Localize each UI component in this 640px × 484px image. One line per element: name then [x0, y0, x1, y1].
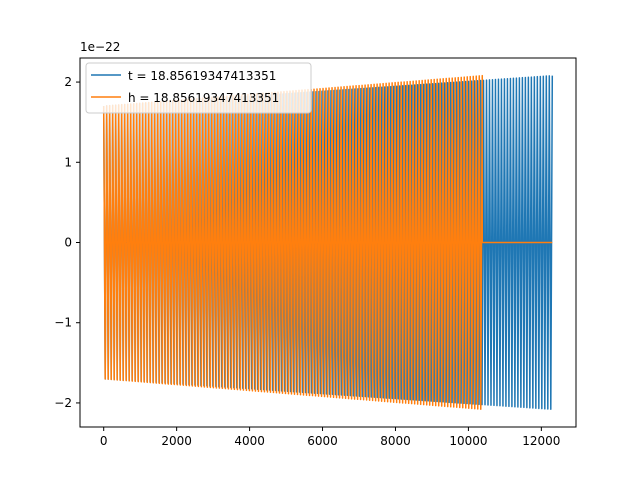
- y-tick-label: −2: [54, 396, 72, 410]
- legend-box: [85, 62, 312, 114]
- legend: t = 18.85619347413351 h = 18.85619347413…: [85, 62, 312, 114]
- y-tick-label: −1: [54, 316, 72, 330]
- x-tick-label: 2000: [161, 434, 192, 448]
- x-tick-label: 0: [100, 434, 108, 448]
- x-tick-label: 6000: [307, 434, 338, 448]
- legend-label-h: h = 18.85619347413351: [128, 91, 279, 105]
- y-tick-label: 2: [64, 75, 72, 89]
- y-axis-scale-label: 1e−22: [80, 40, 120, 54]
- x-axis-ticks: 0 2000 4000 6000 8000 10000 12000: [100, 427, 560, 448]
- y-axis-ticks: −2 −1 0 1 2: [54, 75, 80, 410]
- x-tick-label: 10000: [449, 434, 487, 448]
- x-tick-label: 4000: [234, 434, 265, 448]
- legend-label-t: t = 18.85619347413351: [128, 69, 276, 83]
- y-tick-label: 0: [64, 236, 72, 250]
- y-tick-label: 1: [64, 155, 72, 169]
- series-line-h: [102, 74, 553, 410]
- x-tick-label: 8000: [380, 434, 411, 448]
- x-tick-label: 12000: [522, 434, 560, 448]
